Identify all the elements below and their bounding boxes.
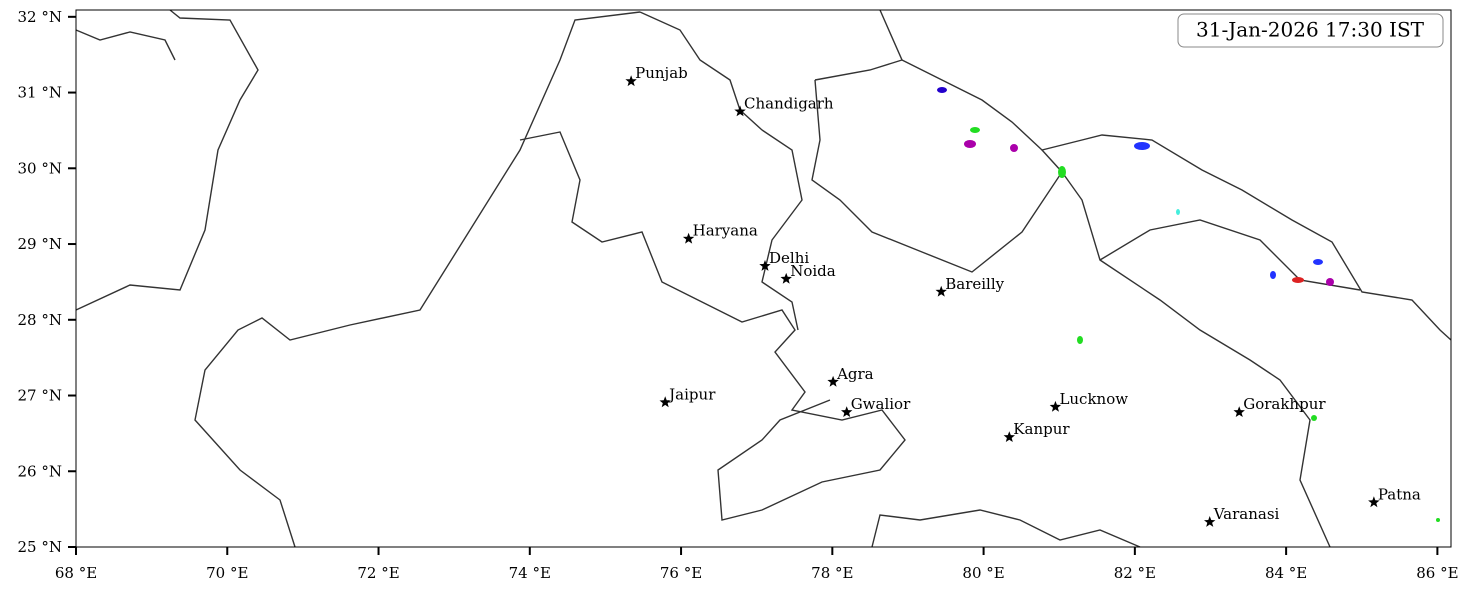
city-marker [1233,406,1245,417]
border [75,9,259,311]
city-marker [682,232,695,244]
city-marker [625,75,637,87]
city-marker [1049,400,1062,412]
x-tick-label: 86 °E [1416,564,1458,582]
city-label: Noida [790,262,836,280]
city-label: Punjab [635,64,688,82]
precip-cell [1326,278,1334,286]
borders [75,9,1452,548]
y-tick-label: 26 °N [18,462,62,480]
axes-and-cities: 68 °E 70 °E 72 °E 74 °E 76 °E 78 °E 80 °E 82 °E… [18,8,1459,582]
border [901,59,1452,341]
border [871,509,1141,548]
city-label: Kanpur [1013,420,1070,438]
city-marker [759,260,771,271]
border [194,11,641,548]
city-marker [827,375,839,387]
x-tick-label: 72 °E [357,564,399,582]
x-tick-label: 70 °E [206,564,248,582]
border [75,29,176,61]
city-marker [841,406,853,417]
city-label: Jaipur [667,385,716,403]
y-tick-label: 28 °N [18,311,62,329]
city-label: Lucknow [1059,390,1128,408]
precip-cell [937,87,947,93]
precip-cell [1270,271,1276,279]
precipitation [937,87,1440,522]
city-label: Varanasi [1213,505,1280,523]
precip-cell [970,127,980,133]
border [811,79,1063,273]
city-marker [659,396,671,408]
precip-cell [1292,277,1304,283]
precip-cell [1176,209,1180,215]
plot-frame [75,9,1452,548]
city-label: Delhi [769,249,809,267]
x-tick-label: 82 °E [1114,564,1156,582]
city-label: Agra [836,365,874,383]
y-tick-label: 30 °N [18,159,62,177]
timestamp-box [1177,13,1444,48]
city-label: Bareilly [945,275,1004,293]
y-tick-label: 32 °N [18,8,62,26]
precip-cell [1313,259,1323,265]
border [519,131,906,521]
y-tick-label: 31 °N [18,84,62,102]
x-tick-label: 84 °E [1265,564,1307,582]
precip-cell [964,140,976,148]
city-marker [734,105,746,117]
city-marker [935,285,947,297]
x-tick-label: 76 °E [660,564,702,582]
city-marker [1003,431,1015,442]
precip-cell [1311,415,1317,421]
x-tick-label: 68 °E [55,564,97,582]
x-tick-label: 80 °E [962,564,1004,582]
city-label: Patna [1378,485,1421,503]
x-tick-label: 74 °E [509,564,551,582]
city-marker [780,272,792,284]
border [1099,219,1361,291]
city-label: Chandigarh [744,94,834,112]
x-tick-label: 78 °E [811,564,853,582]
border [814,9,903,81]
city-marker [1204,516,1216,527]
city-label: Gwalior [851,395,911,413]
city-label: Haryana [693,222,758,240]
y-tick-label: 29 °N [18,235,62,253]
precip-cell [1077,336,1083,344]
timestamp: 31-Jan-2026 17:30 IST [1196,18,1425,42]
y-tick-label: 25 °N [18,538,62,556]
city-label: Gorakhpur [1243,395,1326,413]
city-marker [1368,496,1380,508]
border [639,11,803,331]
precip-cell [1134,142,1150,150]
precip-cell [1058,166,1066,178]
precip-cell [1436,518,1440,522]
precip-cell [1010,144,1018,152]
y-tick-label: 27 °N [18,387,62,405]
border [1061,171,1331,548]
